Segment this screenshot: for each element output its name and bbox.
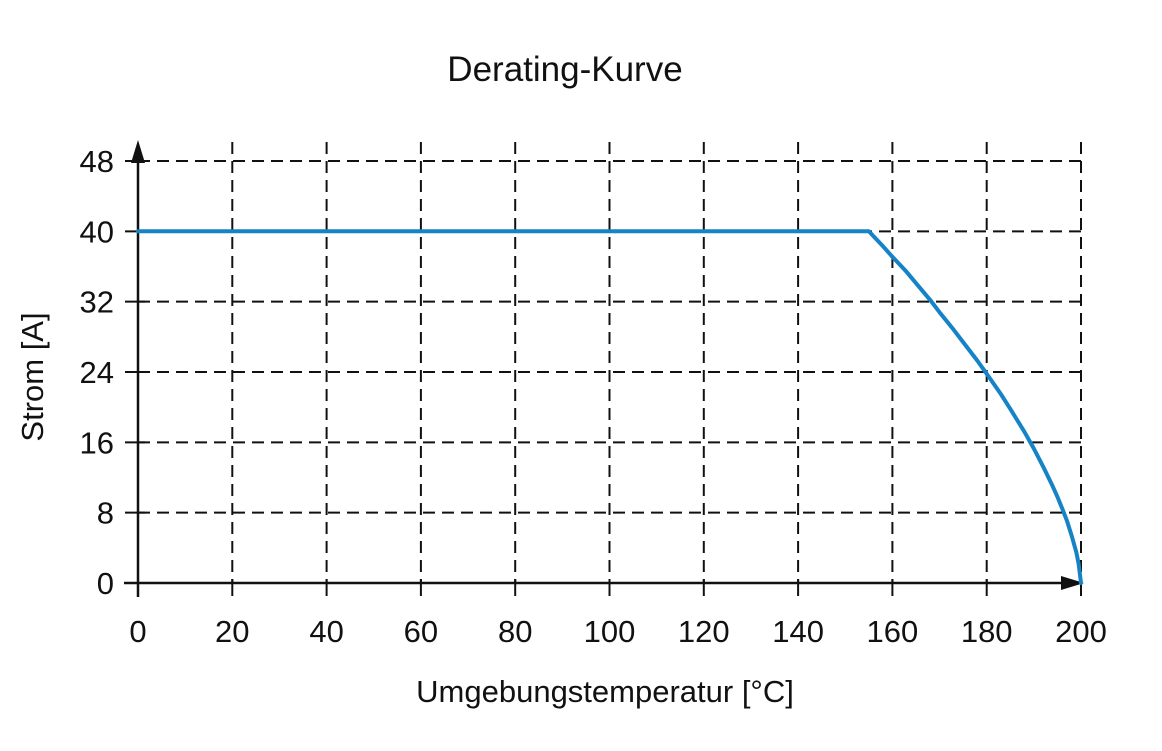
x-tick-label: 180	[961, 614, 1013, 649]
x-tick-label: 140	[772, 614, 824, 649]
x-axis-arrow	[1061, 576, 1084, 590]
x-tick-label: 200	[1055, 614, 1107, 649]
y-tick-label: 24	[80, 355, 114, 390]
y-tick-label: 8	[97, 496, 114, 531]
x-axis-label: Umgebungstemperatur [°C]	[416, 674, 794, 709]
x-tick-label: 160	[867, 614, 919, 649]
x-tick-label: 100	[584, 614, 636, 649]
derating-curve	[136, 229, 1083, 585]
y-tick-label: 48	[80, 144, 114, 179]
x-tick-label: 80	[498, 614, 532, 649]
y-tick-label: 16	[80, 425, 114, 460]
x-tick-label: 120	[678, 614, 730, 649]
y-tick-label: 40	[80, 214, 114, 249]
chart-title: Derating-Kurve	[447, 50, 683, 89]
x-tick-label: 60	[404, 614, 438, 649]
x-tick-label: 20	[215, 614, 249, 649]
x-tick-label: 40	[309, 614, 343, 649]
y-axis-arrow	[131, 140, 145, 163]
y-tick-label: 32	[80, 285, 114, 320]
y-tick-label: 0	[97, 566, 114, 601]
x-tick-label: 0	[129, 614, 146, 649]
